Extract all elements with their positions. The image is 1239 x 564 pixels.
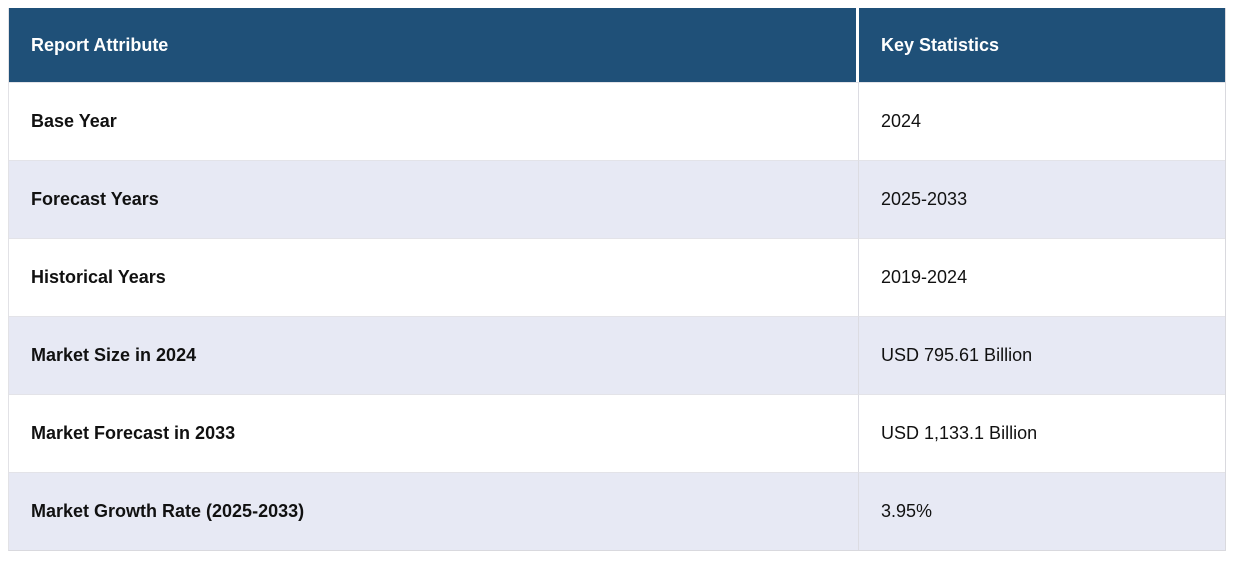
table-row: Historical Years 2019-2024 xyxy=(9,238,1225,316)
attribute-cell: Market Forecast in 2033 xyxy=(9,394,859,472)
table-row: Base Year 2024 xyxy=(9,82,1225,160)
value-cell: USD 795.61 Billion xyxy=(859,316,1225,394)
table-row: Market Size in 2024 USD 795.61 Billion xyxy=(9,316,1225,394)
value-cell: 3.95% xyxy=(859,472,1225,550)
report-statistics-table: Report Attribute Key Statistics Base Yea… xyxy=(9,8,1225,550)
header-row: Report Attribute Key Statistics xyxy=(9,8,1225,82)
value-cell: 2024 xyxy=(859,82,1225,160)
value-cell: 2019-2024 xyxy=(859,238,1225,316)
attribute-cell: Forecast Years xyxy=(9,160,859,238)
table-row: Market Forecast in 2033 USD 1,133.1 Bill… xyxy=(9,394,1225,472)
report-statistics-table-container: Report Attribute Key Statistics Base Yea… xyxy=(8,8,1226,551)
value-cell: 2025-2033 xyxy=(859,160,1225,238)
header-cell-report-attribute: Report Attribute xyxy=(9,8,859,82)
table-row: Forecast Years 2025-2033 xyxy=(9,160,1225,238)
table-row: Market Growth Rate (2025-2033) 3.95% xyxy=(9,472,1225,550)
header-cell-key-statistics: Key Statistics xyxy=(859,8,1225,82)
attribute-cell: Market Growth Rate (2025-2033) xyxy=(9,472,859,550)
value-cell: USD 1,133.1 Billion xyxy=(859,394,1225,472)
attribute-cell: Historical Years xyxy=(9,238,859,316)
attribute-cell: Base Year xyxy=(9,82,859,160)
attribute-cell: Market Size in 2024 xyxy=(9,316,859,394)
